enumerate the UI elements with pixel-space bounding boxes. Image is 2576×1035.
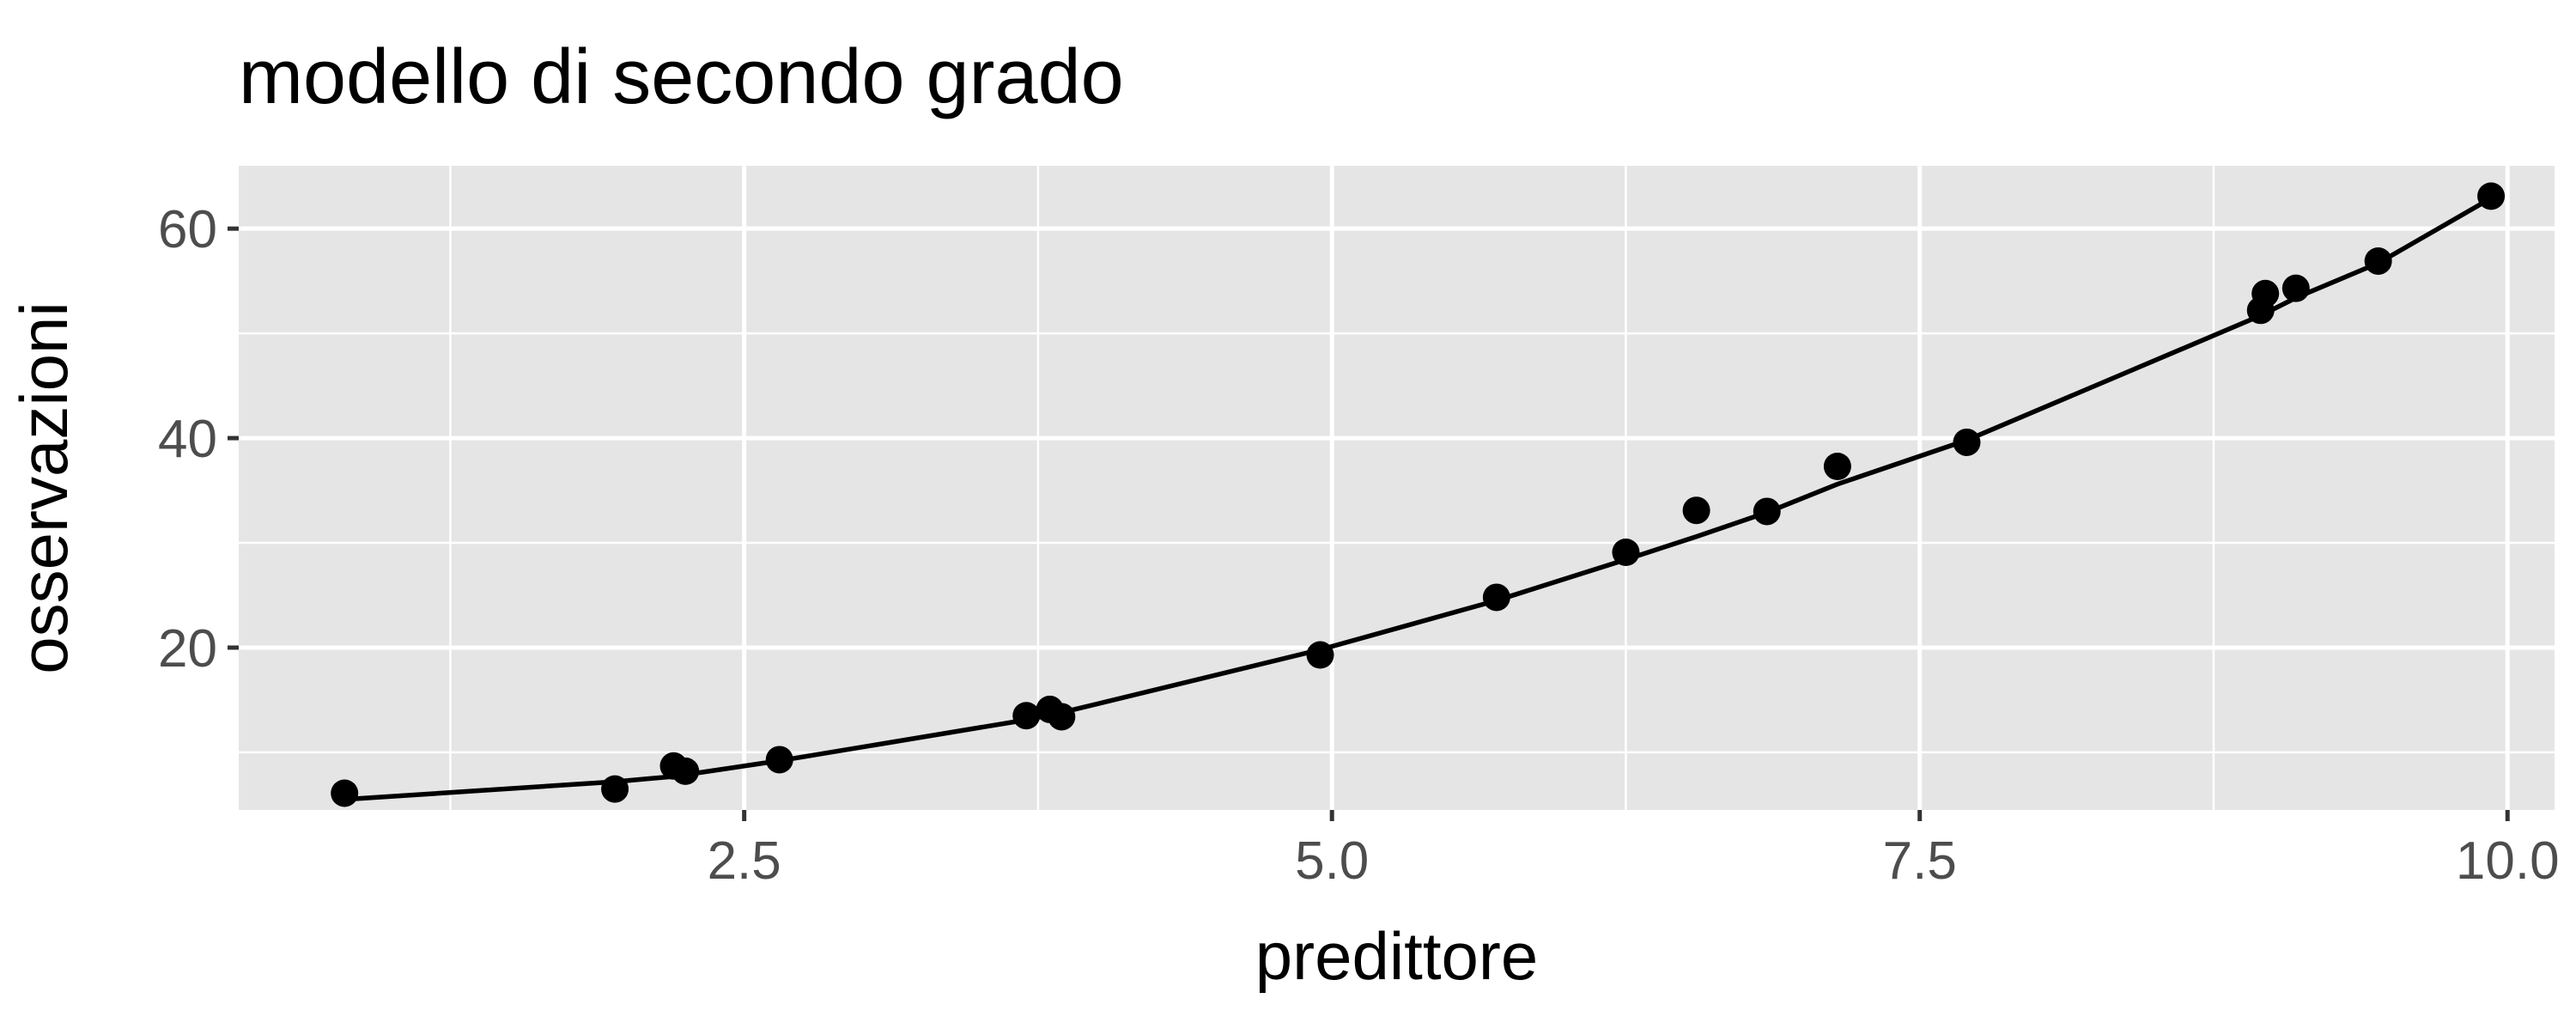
x-tick-label: 10.0 [2456, 831, 2560, 891]
x-tick-label: 2.5 [708, 831, 781, 891]
data-point [1612, 539, 1640, 566]
data-point [765, 746, 793, 774]
data-point [1682, 496, 1710, 525]
data-point [331, 779, 359, 807]
data-point [1823, 453, 1851, 480]
data-point [671, 757, 700, 785]
plot-panel [239, 166, 2555, 810]
y-tick-label: 20 [158, 619, 217, 679]
x-tick-label: 5.0 [1295, 831, 1369, 891]
major-gridlines [239, 166, 2555, 810]
minor-gridlines [239, 166, 2555, 810]
tick-labels: 2.5 5.0 7.5 10.0 20 40 60 [158, 200, 2560, 891]
chart-title: modello di secondo grado [239, 34, 1124, 120]
data-points-layer [331, 182, 2506, 807]
data-point [601, 775, 629, 803]
data-point [1482, 583, 1510, 612]
data-point [2364, 247, 2392, 275]
y-tick-label: 60 [158, 200, 217, 259]
data-point [1753, 497, 1781, 526]
x-tick-label: 7.5 [1883, 831, 1957, 891]
data-point [1048, 703, 1076, 731]
data-point [1953, 428, 1981, 456]
data-point [2477, 182, 2506, 210]
data-point [2251, 279, 2280, 307]
data-point [2281, 274, 2310, 302]
data-point [1012, 702, 1041, 730]
x-axis-title: predittore [1255, 918, 1539, 994]
y-tick-label: 40 [158, 410, 217, 469]
data-point [1306, 641, 1334, 669]
axis-ticks [228, 226, 2510, 821]
y-axis-title: osservazioni [6, 301, 82, 674]
